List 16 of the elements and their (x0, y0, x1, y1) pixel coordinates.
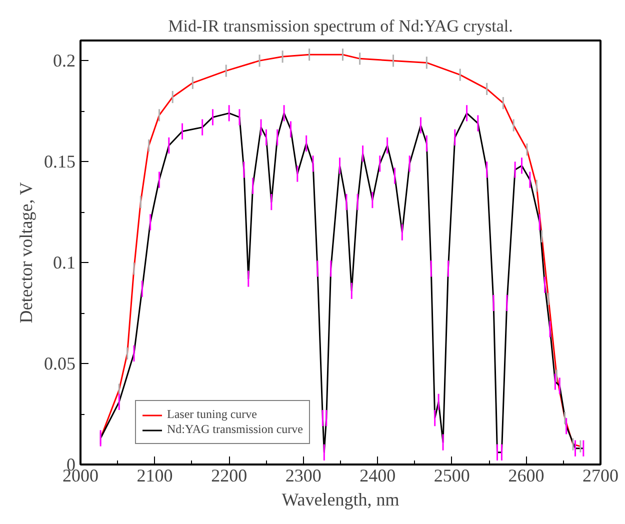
x-tick-label: 2500 (434, 466, 470, 486)
chart-title: Mid-IR transmission spectrum of Nd:YAG crystal. (168, 16, 513, 36)
x-tick-label: 2200 (211, 466, 248, 486)
x-tick-label: 2300 (285, 466, 322, 486)
y-tick-label: 0.1 (53, 252, 76, 273)
y-tick-label: 0.2 (53, 50, 76, 71)
y-tick-label: 0.15 (44, 152, 76, 172)
y-tick-label: 0.05 (44, 354, 76, 374)
x-tick-label: 2100 (136, 466, 173, 486)
x-tick-label: 2400 (360, 466, 396, 486)
x-axis-title: Wavelength, nm (282, 490, 400, 510)
y-axis-title: Detector voltage, V (16, 182, 36, 324)
legend-label: Laser tuning curve (167, 407, 257, 422)
x-tick-label: 2600 (508, 466, 544, 486)
legend-label: Nd:YAG transmission curve (167, 422, 303, 437)
x-tick-label: 2700 (582, 466, 618, 486)
